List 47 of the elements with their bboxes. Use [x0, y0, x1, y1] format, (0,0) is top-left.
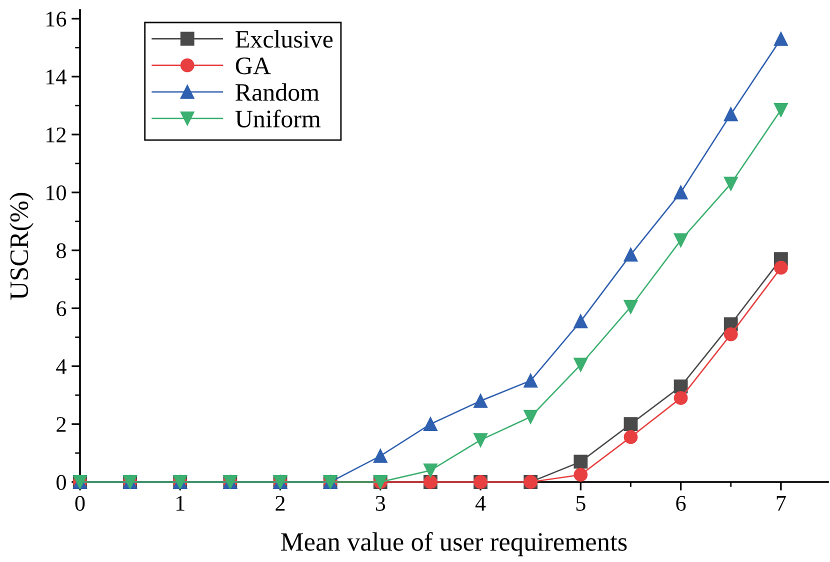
x-tick-label: 5: [576, 496, 586, 511]
x-axis-title: Mean value of user requirements: [281, 532, 627, 556]
x-tick-label: 0: [75, 496, 85, 511]
point: [373, 448, 388, 463]
point: [474, 394, 488, 408]
point: [724, 176, 738, 191]
point: [774, 260, 788, 275]
y-axis-title: USCR(%): [10, 192, 34, 300]
point: [524, 374, 538, 388]
y-tick-label: 14: [46, 70, 66, 84]
point: [674, 233, 688, 248]
point: [424, 417, 438, 432]
y-tick-label: 6: [56, 301, 66, 316]
point: [774, 32, 788, 46]
x-tick-label: 1: [176, 496, 184, 511]
x-tick-label: 7: [776, 496, 786, 511]
y-tick-label: 16: [46, 12, 66, 27]
point: [724, 327, 738, 342]
point: [724, 107, 738, 122]
point: [574, 454, 588, 469]
point: [474, 433, 488, 447]
y-tick-label: 4: [56, 359, 66, 374]
y-tick-label: 8: [56, 243, 66, 258]
legend-label: Exclusive: [236, 30, 333, 48]
point: [624, 430, 638, 444]
y-tick-label: 10: [46, 185, 66, 200]
legend-label: Random: [236, 83, 320, 101]
x-tick-label: 6: [676, 496, 686, 511]
point: [574, 468, 588, 482]
y-tick-label: 0: [56, 474, 66, 490]
point: [524, 410, 538, 424]
legend-label: GA: [236, 58, 271, 74]
point: [674, 391, 688, 405]
point: [774, 102, 788, 117]
point: [574, 358, 588, 372]
y-tick-label: 12: [46, 128, 66, 142]
point: [574, 314, 588, 328]
x-tick-label: 2: [276, 496, 285, 511]
point: [424, 463, 438, 478]
point: [674, 185, 688, 200]
point: [624, 248, 638, 262]
legend-label: Uniform: [235, 110, 321, 128]
y-tick-label: 2: [56, 417, 66, 432]
point: [624, 300, 638, 314]
x-tick-label: 3: [376, 496, 386, 511]
point: [624, 417, 638, 432]
x-tick-label: 4: [475, 496, 486, 511]
